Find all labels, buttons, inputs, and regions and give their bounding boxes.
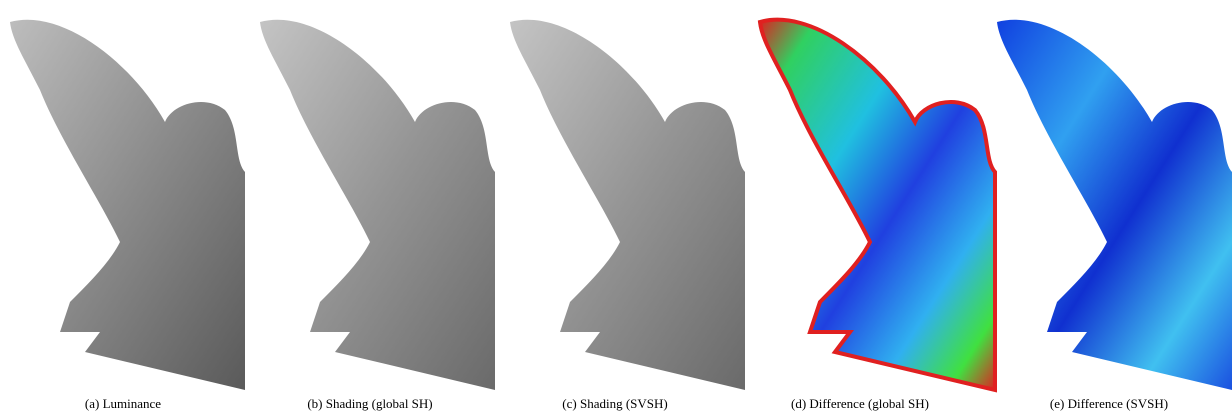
caption: (d) Difference (global SH) [791, 396, 929, 411]
panel-c: (c) Shading (SVSH) [510, 19, 745, 411]
panel-e: (e) Difference (SVSH) [997, 19, 1232, 411]
panel-b: (b) Shading (global SH) [260, 19, 495, 411]
image-shading-global [260, 19, 495, 390]
panel-d: (d) Difference (global SH) [758, 17, 997, 411]
caption: (b) Shading (global SH) [307, 396, 432, 411]
caption: (a) Luminance [85, 396, 161, 411]
image-luminance [10, 19, 245, 390]
image-difference-global [758, 17, 997, 392]
image-shading-svsh [510, 19, 745, 390]
image-difference-svsh [997, 19, 1232, 390]
caption: (e) Difference (SVSH) [1050, 396, 1168, 411]
panel-a: (a) Luminance [10, 19, 245, 411]
caption: (c) Shading (SVSH) [562, 396, 667, 411]
